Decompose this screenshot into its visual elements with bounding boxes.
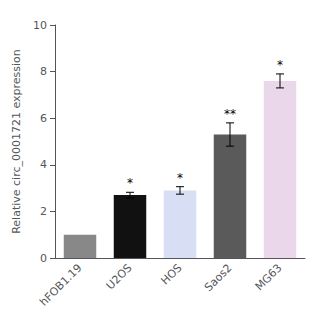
svg-text:2: 2 bbox=[40, 205, 47, 218]
svg-text:Relative circ_0001721 expressi: Relative circ_0001721 expression bbox=[10, 49, 23, 234]
svg-text:Saos2: Saos2 bbox=[202, 261, 235, 294]
svg-text:0: 0 bbox=[40, 252, 47, 265]
svg-text:*: * bbox=[127, 176, 133, 190]
svg-text:10: 10 bbox=[33, 19, 47, 32]
svg-text:HOS: HOS bbox=[159, 261, 185, 287]
svg-text:MG63: MG63 bbox=[253, 261, 285, 293]
svg-text:*: * bbox=[277, 58, 283, 72]
svg-text:U2OS: U2OS bbox=[104, 261, 135, 292]
svg-text:**: ** bbox=[224, 107, 236, 121]
svg-text:8: 8 bbox=[40, 65, 47, 78]
svg-text:hFOB1.19: hFOB1.19 bbox=[37, 261, 84, 308]
svg-text:4: 4 bbox=[40, 158, 47, 171]
svg-text:6: 6 bbox=[40, 112, 47, 125]
svg-text:*: * bbox=[177, 171, 183, 185]
